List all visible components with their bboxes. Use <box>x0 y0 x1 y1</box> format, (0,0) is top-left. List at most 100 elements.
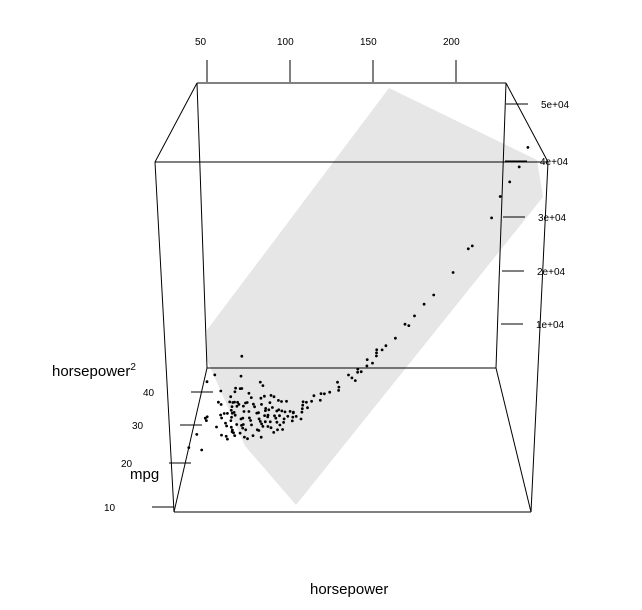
data-point <box>263 414 266 417</box>
data-point <box>224 434 228 438</box>
data-point <box>253 405 256 409</box>
data-point <box>239 374 243 378</box>
data-point <box>246 437 249 441</box>
data-point <box>323 392 326 396</box>
data-point <box>432 293 436 297</box>
data-point <box>282 417 286 421</box>
data-point <box>257 417 261 421</box>
data-point <box>230 415 233 419</box>
data-point <box>243 435 246 439</box>
data-point <box>301 400 305 404</box>
horsepower-squared-axis-ticks: 1e+04 2e+04 3e+04 4e+04 5e+04 <box>501 100 570 331</box>
data-point <box>422 302 426 306</box>
data-point <box>278 423 282 427</box>
data-point <box>238 431 242 435</box>
data-point <box>205 419 208 422</box>
x-tick-label: 100 <box>277 37 294 48</box>
data-point <box>258 380 262 384</box>
data-point <box>245 401 249 404</box>
data-point <box>219 403 223 406</box>
z-tick-label: 5e+04 <box>541 100 570 111</box>
z-axis-title: horsepower2 <box>52 362 136 380</box>
data-point <box>250 423 253 427</box>
data-point <box>508 180 512 184</box>
data-point <box>233 390 237 394</box>
data-point <box>272 431 276 434</box>
x-tick-label: 50 <box>195 37 207 48</box>
data-point <box>281 428 284 431</box>
data-point <box>285 399 288 403</box>
data-point <box>269 394 273 397</box>
data-point <box>232 411 236 414</box>
data-point <box>261 425 265 428</box>
data-point <box>365 358 369 361</box>
data-point <box>259 396 263 400</box>
data-point <box>280 400 283 403</box>
data-point <box>241 426 245 430</box>
data-point <box>498 195 502 198</box>
data-point <box>299 417 303 421</box>
data-point <box>275 420 279 424</box>
data-point <box>356 370 359 374</box>
data-point <box>260 422 263 426</box>
bounding-box <box>154 82 549 513</box>
data-point <box>241 423 245 426</box>
data-point <box>274 416 278 420</box>
fitted-regression-plane <box>207 88 543 505</box>
data-point <box>276 428 279 432</box>
data-point <box>249 419 253 422</box>
z-tick-label: 3e+04 <box>538 213 567 224</box>
data-point <box>271 406 274 409</box>
data-point <box>226 412 229 415</box>
data-point <box>407 324 411 327</box>
y-tick-label: 40 <box>143 388 155 399</box>
data-point <box>277 399 280 402</box>
data-point <box>229 419 233 422</box>
horsepower-axis-ticks: 50 100 150 200 <box>195 37 460 82</box>
data-point <box>347 373 350 377</box>
data-point <box>220 433 223 437</box>
data-point <box>305 400 308 404</box>
data-point <box>269 426 273 430</box>
data-point <box>337 385 341 389</box>
data-point <box>195 433 199 436</box>
data-point <box>240 387 244 390</box>
data-point <box>232 431 235 435</box>
data-point <box>236 400 240 404</box>
x-axis-title: horsepower <box>310 581 388 598</box>
data-point <box>359 370 363 374</box>
data-point <box>233 413 237 417</box>
data-point <box>237 403 241 406</box>
data-point <box>233 400 236 404</box>
data-point <box>225 424 229 428</box>
data-point <box>306 406 309 410</box>
data-point <box>217 400 220 404</box>
data-point <box>517 165 521 169</box>
data-point <box>257 429 261 432</box>
data-point <box>263 420 267 424</box>
data-point <box>403 322 407 326</box>
data-point <box>280 409 284 413</box>
data-point <box>312 394 316 398</box>
data-point <box>200 448 204 452</box>
data-point <box>261 384 265 387</box>
data-point <box>235 404 239 408</box>
data-point <box>375 351 378 355</box>
y-axis-title: mpg <box>130 466 159 483</box>
data-point <box>222 412 226 415</box>
data-point <box>251 434 255 437</box>
data-point <box>247 391 251 395</box>
data-point <box>242 404 245 408</box>
data-points <box>187 146 530 452</box>
data-point <box>470 244 474 248</box>
data-point <box>375 348 379 352</box>
data-point <box>371 361 374 365</box>
data-point <box>310 399 313 403</box>
data-point <box>273 414 276 418</box>
data-point <box>229 395 233 399</box>
data-point <box>258 420 262 423</box>
data-point <box>277 408 281 412</box>
data-point <box>283 410 287 414</box>
data-point <box>272 395 276 399</box>
